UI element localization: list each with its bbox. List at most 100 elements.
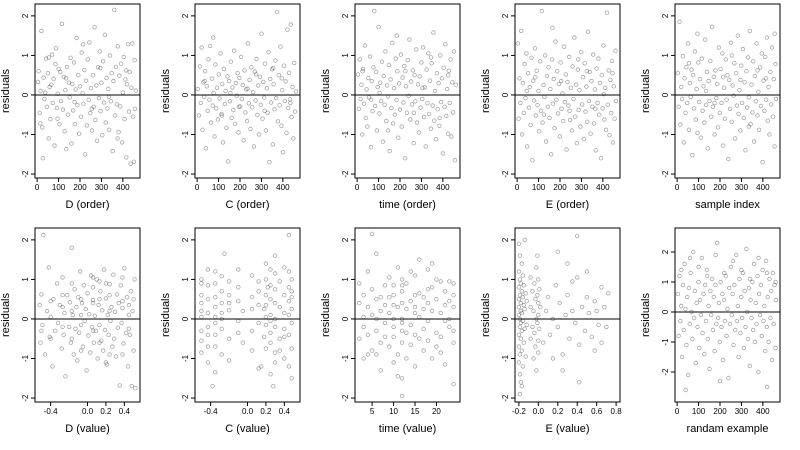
y-tick-label: -1 (341, 354, 350, 362)
data-point (565, 79, 570, 85)
y-tick-label: 0 (21, 92, 30, 97)
data-point (48, 299, 53, 304)
data-point (226, 78, 232, 84)
data-point (523, 95, 528, 101)
y-tick-label: -1 (501, 130, 510, 138)
data-point (685, 41, 691, 46)
data-point (545, 104, 550, 109)
data-point (547, 332, 553, 337)
plot-frame (34, 3, 141, 179)
data-point (408, 322, 413, 328)
data-point (219, 81, 225, 87)
data-point (57, 302, 63, 308)
data-point (400, 75, 405, 80)
data-point (536, 312, 541, 318)
y-tick-label: 2 (501, 237, 510, 242)
data-point (122, 116, 127, 122)
x-tick-label: 300 (415, 183, 429, 192)
data-point (447, 279, 452, 284)
data-point (277, 304, 282, 310)
data-point (708, 288, 713, 294)
data-point (268, 267, 273, 272)
points (675, 240, 779, 393)
data-point (576, 57, 581, 62)
data-point (106, 332, 111, 337)
data-point (132, 277, 137, 282)
data-point (553, 39, 558, 44)
data-point (200, 127, 205, 132)
data-point (568, 85, 574, 90)
data-point (425, 101, 430, 106)
data-point (724, 333, 729, 339)
data-point (680, 54, 686, 59)
data-point (762, 108, 767, 113)
data-point (110, 344, 115, 349)
data-point (114, 102, 120, 107)
data-point (275, 119, 281, 124)
x-tick-label: 0 (355, 183, 360, 192)
data-point (521, 340, 526, 345)
data-point (399, 289, 405, 294)
data-point (516, 297, 522, 302)
x-tick-label: 100 (692, 183, 706, 192)
plot-frame (674, 227, 781, 403)
data-point (716, 45, 722, 50)
data-point (751, 59, 756, 64)
data-point (272, 324, 278, 330)
data-point (243, 110, 248, 115)
x-axis-label: D (value) (65, 423, 110, 435)
data-point (516, 360, 522, 365)
data-point (414, 47, 419, 52)
data-point (536, 88, 541, 94)
data-point (377, 111, 382, 116)
data-point (364, 87, 369, 92)
data-point (522, 306, 527, 312)
data-point (597, 112, 602, 117)
data-point (444, 113, 449, 119)
data-point (715, 315, 721, 321)
data-point (197, 64, 203, 69)
data-point (391, 324, 396, 330)
data-point (54, 281, 60, 286)
y-tick-label: 0 (21, 316, 30, 321)
data-point (677, 273, 682, 279)
x-tick-label: 0 (515, 183, 520, 192)
x-tick-label: 0.0 (533, 407, 545, 416)
data-point (85, 291, 90, 296)
data-point (227, 99, 233, 104)
data-point (282, 265, 287, 270)
data-point (756, 255, 761, 261)
x-tick-label: 100 (532, 183, 546, 192)
data-point (289, 346, 294, 351)
data-point (116, 129, 121, 135)
data-point (558, 60, 563, 65)
y-tick-label: -1 (661, 338, 670, 346)
data-point (91, 104, 96, 109)
data-point (530, 324, 535, 330)
y-tick-label: -1 (21, 130, 30, 138)
data-point (97, 279, 102, 284)
data-point (698, 135, 704, 140)
data-point (94, 83, 99, 88)
data-point (543, 53, 548, 58)
data-point (528, 304, 533, 310)
data-point (709, 312, 714, 318)
panel-3: 0 100 200 300 400 -2 -1 0 1 2 time (order) residual… (320, 3, 461, 211)
data-point (582, 61, 587, 66)
data-point (55, 116, 60, 121)
data-point (517, 76, 522, 81)
data-point (391, 360, 396, 365)
data-point (99, 308, 105, 313)
y-tick-label: 0 (501, 316, 510, 321)
data-point (267, 159, 272, 165)
data-point (711, 294, 716, 300)
data-point (739, 267, 744, 273)
data-point (87, 40, 92, 45)
data-point (207, 97, 212, 102)
data-point (538, 304, 543, 310)
data-point (107, 308, 112, 314)
data-point (262, 95, 267, 100)
data-point (268, 340, 273, 345)
data-point (590, 104, 595, 109)
data-point (131, 348, 136, 353)
